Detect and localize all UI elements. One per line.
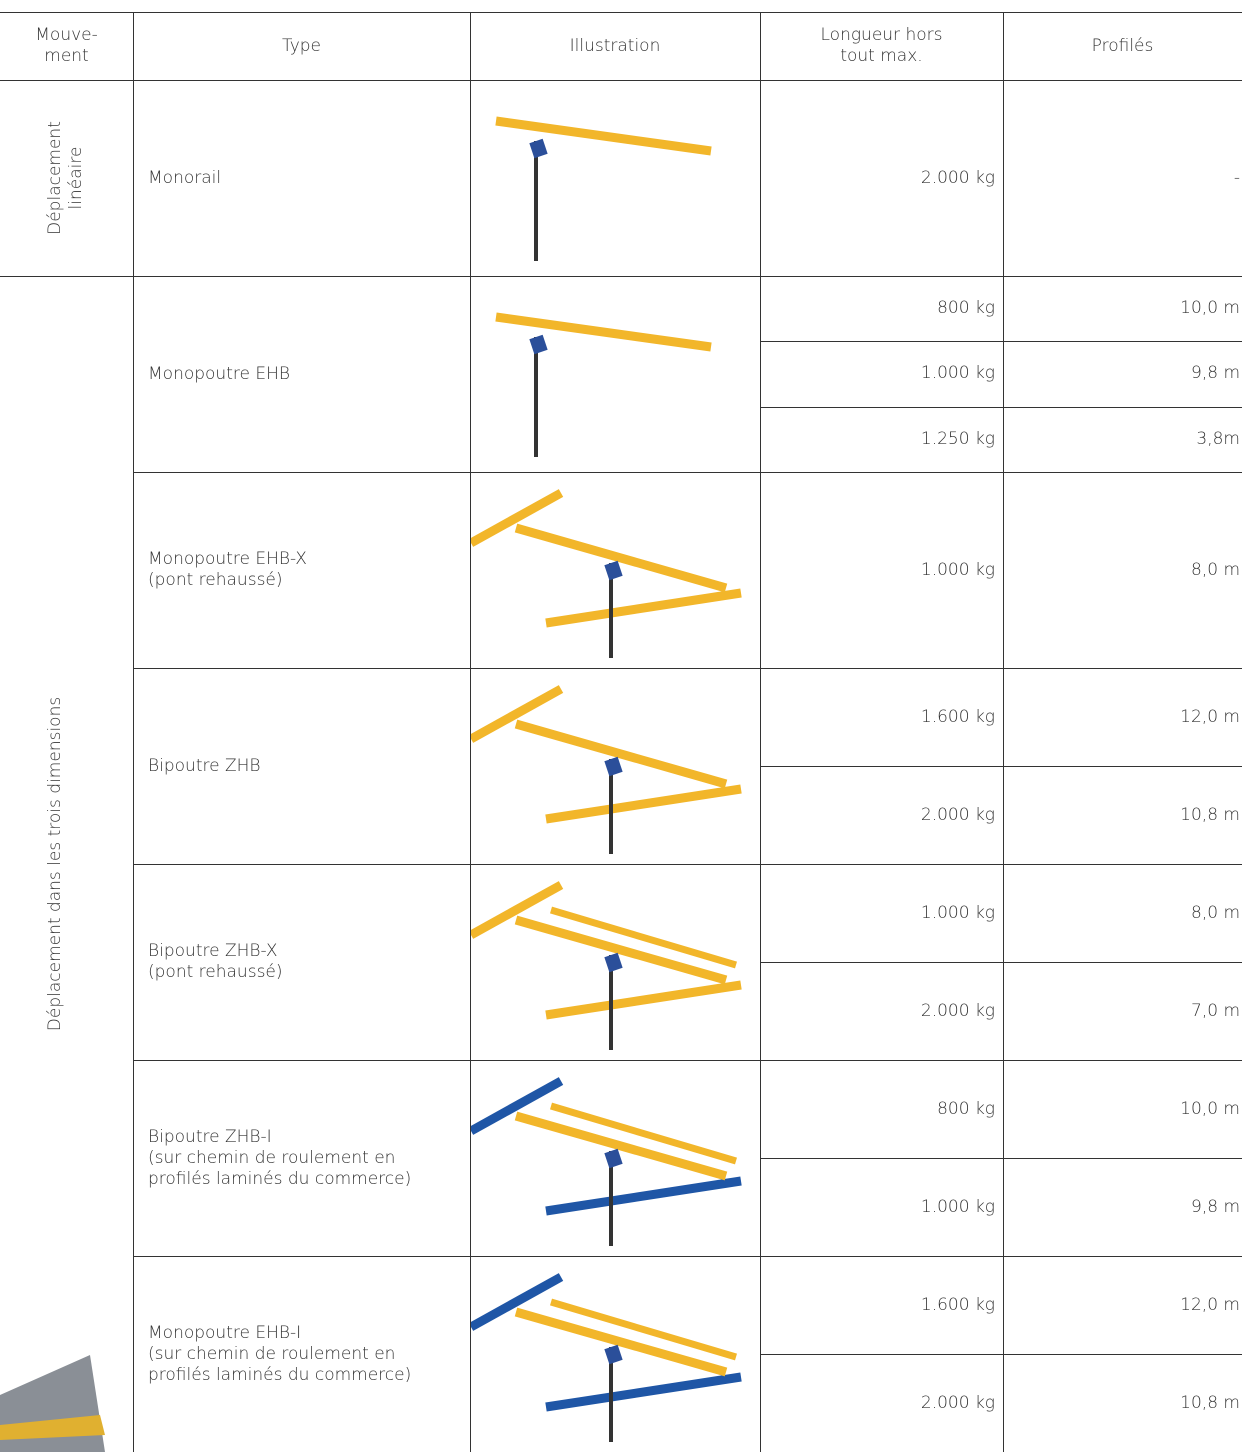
illustration (495, 116, 712, 261)
rule (133, 668, 1242, 669)
load-cell: 1.000 kg (920, 902, 995, 923)
length-cell: 3,8m (1196, 428, 1240, 449)
illustration (471, 685, 742, 854)
rule (1003, 12, 1004, 1452)
length-cell: 10,8 m (1180, 1392, 1240, 1413)
length-cell: - (1233, 167, 1240, 188)
beam (545, 980, 742, 1020)
rule (133, 1256, 1242, 1257)
rule (0, 12, 1242, 13)
beam (495, 116, 712, 156)
type-cell: Bipoutre ZHB-I (sur chemin de roulement … (148, 1126, 412, 1189)
length-cell: 12,0 m (1180, 1294, 1240, 1315)
load-cell: 1.000 kg (920, 363, 995, 384)
load-cell: 1.600 kg (920, 706, 995, 727)
beam (514, 915, 728, 985)
rule (0, 80, 1242, 81)
rule (470, 12, 471, 1452)
beam (514, 523, 728, 593)
beam (550, 1298, 737, 1361)
load-cell: 800 kg (937, 298, 995, 319)
photo-corner (0, 1355, 105, 1452)
length-cell: 7,0 m (1191, 1000, 1240, 1021)
length-cell: 12,0 m (1180, 706, 1240, 727)
type-cell: Monorail (148, 167, 222, 188)
illustration (471, 1273, 742, 1442)
illustration (471, 881, 742, 1050)
header-cell: Type (281, 35, 322, 56)
beam (604, 1148, 623, 1169)
beam (604, 560, 623, 581)
length-cell: 10,8 m (1180, 804, 1240, 825)
beam (471, 489, 564, 547)
beam (545, 1176, 742, 1216)
load-cell: 1.000 kg (920, 1196, 995, 1217)
illustration (471, 489, 742, 658)
illustration (471, 1077, 742, 1246)
type-cell: Monopoutre EHB-I (sur chemin de roulemen… (148, 1322, 412, 1385)
rule (133, 472, 1242, 473)
length-cell: 10,0 m (1180, 1098, 1240, 1119)
beam (545, 784, 742, 824)
header-cell: Profilés (1091, 35, 1154, 56)
rule (760, 1158, 1242, 1159)
beam (550, 906, 737, 969)
rule (760, 341, 1242, 343)
rule (760, 962, 1242, 963)
length-cell: 8,0 m (1191, 902, 1240, 923)
type-cell: Monopoutre EHB (148, 363, 291, 384)
movement-label: Déplacement dans les trois dimensions (44, 696, 65, 1032)
movement-label: Déplacement linéaire (44, 121, 86, 235)
beam (471, 685, 564, 743)
beam (545, 1372, 742, 1412)
beam (604, 756, 623, 777)
load-cell: 1.000 kg (920, 559, 995, 580)
header-cell: Longueur hors tout max. (820, 25, 943, 66)
type-cell: Bipoutre ZHB-X (pont rehaussé) (148, 941, 283, 982)
rule (760, 1354, 1242, 1355)
rule (0, 276, 1242, 277)
beam (545, 588, 742, 628)
beam (471, 1077, 564, 1135)
load-cell: 1.250 kg (920, 428, 995, 449)
beam (495, 312, 712, 352)
type-cell: Bipoutre ZHB (148, 755, 261, 776)
load-cell: 2.000 kg (920, 1000, 995, 1021)
length-cell: 9,8 m (1191, 1196, 1240, 1217)
header-cell: Illustration (569, 35, 661, 56)
beam (604, 1344, 623, 1365)
length-cell: 10,0 m (1180, 298, 1240, 319)
length-cell: 8,0 m (1191, 559, 1240, 580)
beam (514, 1307, 728, 1377)
beam (529, 334, 548, 355)
load-cell: 1.600 kg (920, 1294, 995, 1315)
beam (514, 1111, 728, 1181)
rule (760, 766, 1242, 767)
beam (550, 1102, 737, 1165)
beam (514, 719, 728, 789)
length-cell: 9,8 m (1191, 363, 1240, 384)
load-cell: 800 kg (937, 1098, 995, 1119)
load-cell: 2.000 kg (920, 804, 995, 825)
beam (529, 138, 548, 159)
rule (133, 864, 1242, 865)
rule (760, 12, 761, 1452)
beam (471, 1273, 564, 1331)
beam (471, 881, 564, 939)
load-cell: 2.000 kg (920, 167, 995, 188)
header-cell: Mouve- ment (35, 25, 98, 66)
type-cell: Monopoutre EHB-X (pont rehaussé) (148, 549, 307, 590)
rule (133, 12, 134, 1452)
load-cell: 2.000 kg (920, 1392, 995, 1413)
rule (133, 1060, 1242, 1061)
rule (760, 406, 1242, 408)
illustration (495, 312, 712, 457)
beam (604, 952, 623, 973)
